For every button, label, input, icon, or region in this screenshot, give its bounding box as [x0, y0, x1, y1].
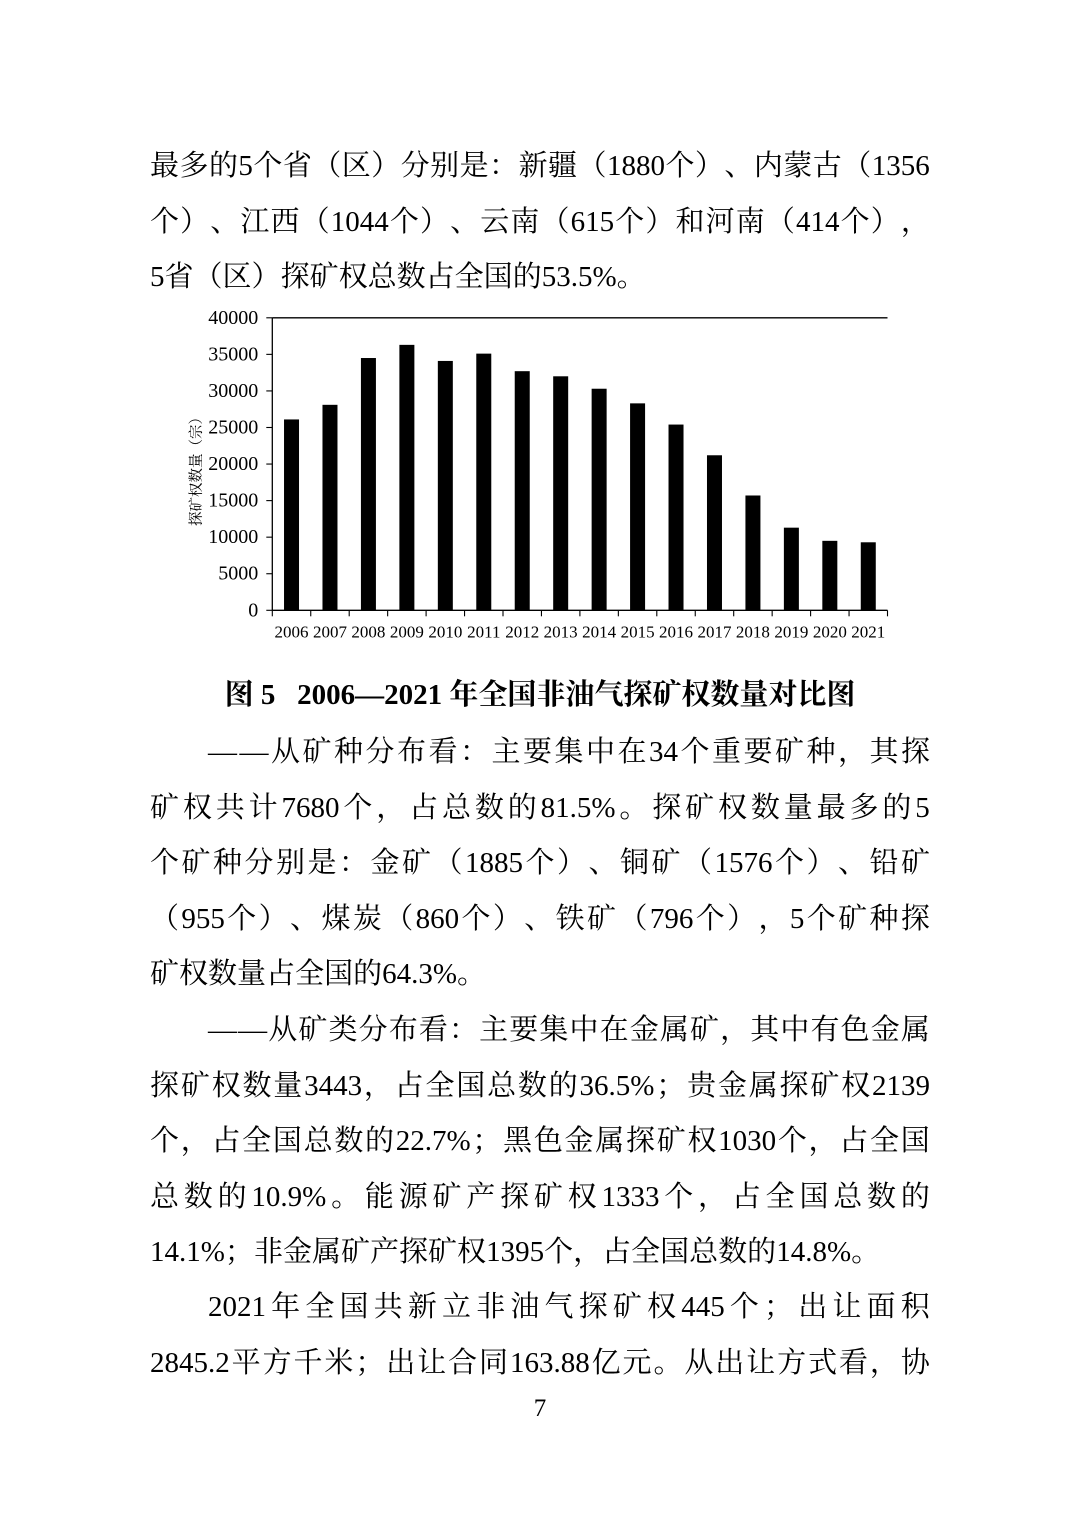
svg-text:25000: 25000: [208, 416, 258, 438]
svg-text:2011: 2011: [467, 622, 500, 641]
svg-text:2020: 2020: [813, 622, 847, 641]
svg-text:2010: 2010: [428, 622, 462, 641]
svg-text:2012: 2012: [505, 622, 539, 641]
svg-text:30000: 30000: [208, 380, 258, 402]
svg-text:2007: 2007: [313, 622, 348, 641]
svg-text:2014: 2014: [582, 622, 617, 641]
svg-text:2006: 2006: [275, 622, 309, 641]
svg-text:2008: 2008: [351, 622, 385, 641]
svg-text:2017: 2017: [697, 622, 732, 641]
svg-text:2021: 2021: [851, 622, 885, 641]
svg-text:40000: 40000: [208, 307, 258, 329]
svg-text:2016: 2016: [659, 622, 693, 641]
svg-text:2009: 2009: [390, 622, 424, 641]
svg-text:5000: 5000: [218, 563, 258, 585]
svg-text:2013: 2013: [544, 622, 578, 641]
svg-text:2019: 2019: [774, 622, 808, 641]
svg-text:20000: 20000: [208, 453, 258, 475]
svg-text:35000: 35000: [208, 343, 258, 365]
svg-text:2015: 2015: [621, 622, 655, 641]
svg-text:2018: 2018: [736, 622, 770, 641]
svg-text:0: 0: [248, 599, 258, 621]
svg-text:10000: 10000: [208, 526, 258, 548]
svg-text:15000: 15000: [208, 490, 258, 512]
